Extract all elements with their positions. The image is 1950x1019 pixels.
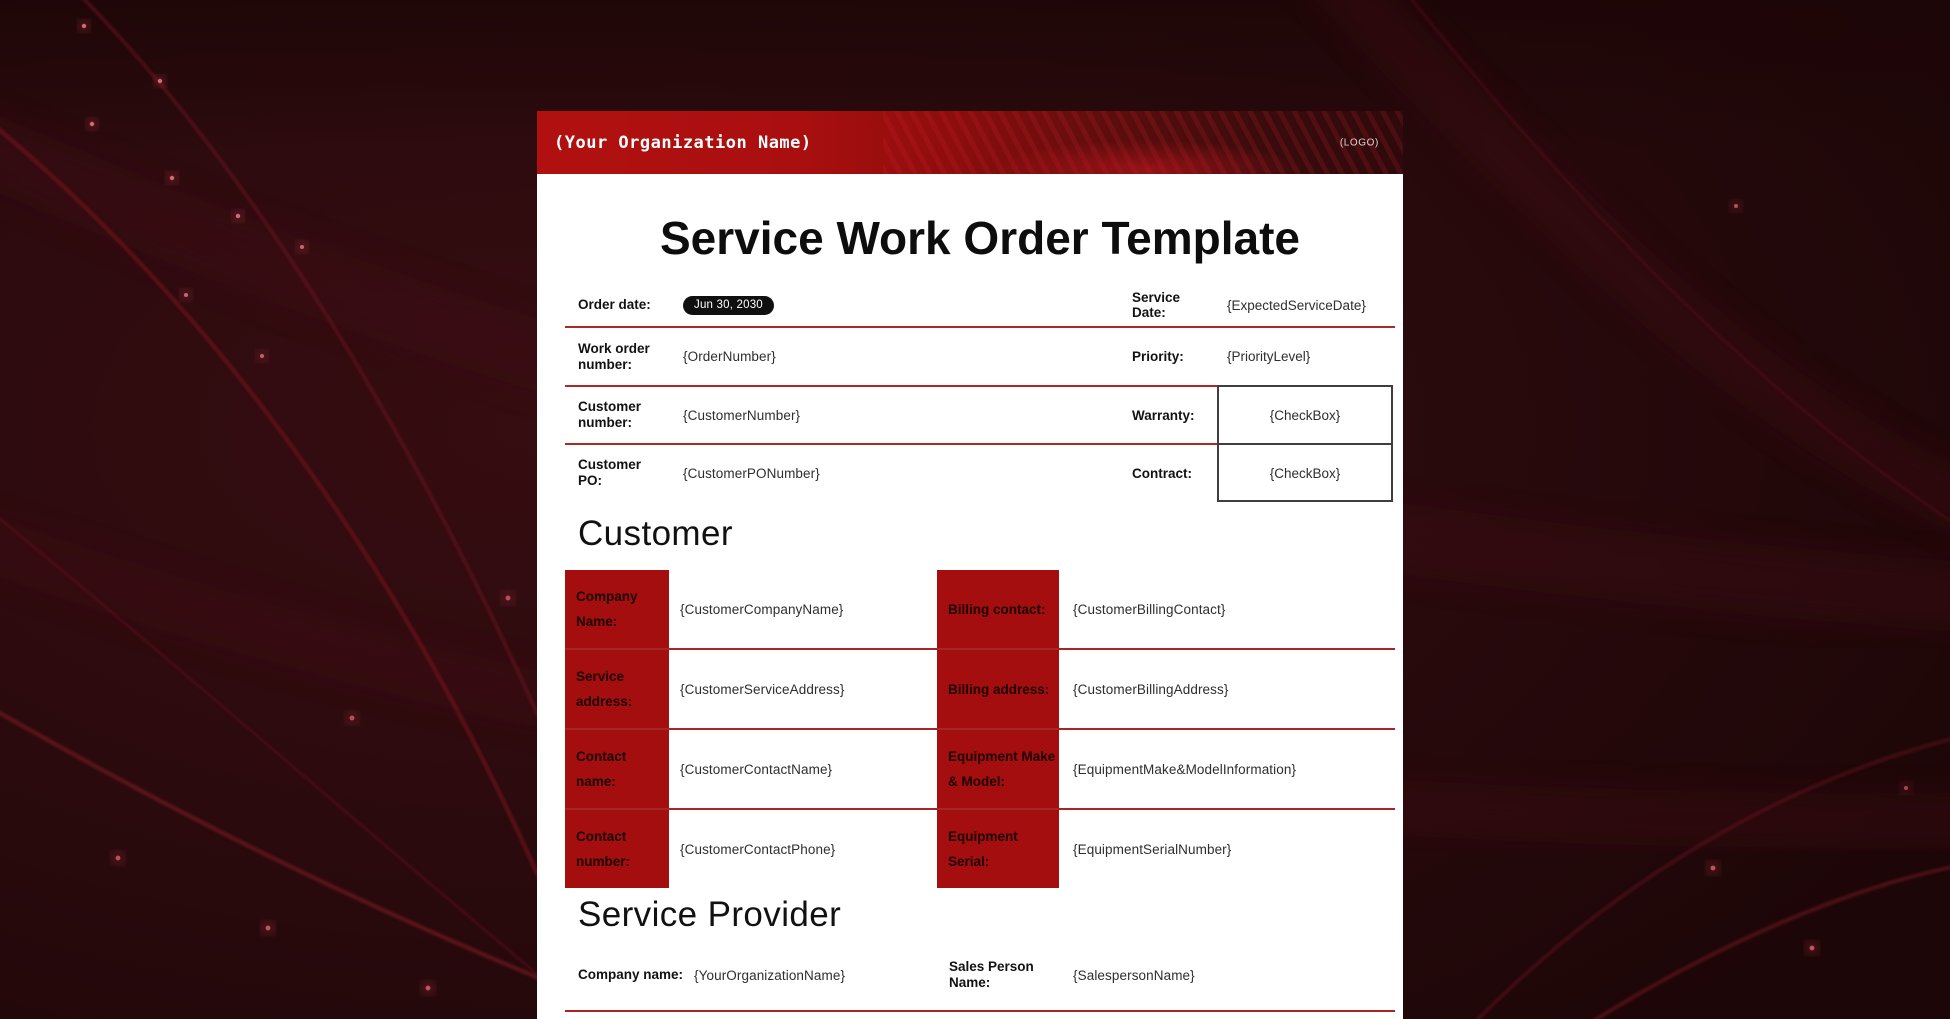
logo-placeholder: (LOGO): [1339, 137, 1379, 148]
order-date-label: Order date:: [578, 297, 651, 312]
priority-label: Priority:: [1132, 349, 1184, 364]
billing-contact-label: Billing contact:: [937, 570, 1059, 648]
sales-person-name-value: {SalespersonName}: [1073, 967, 1195, 983]
order-date-pill[interactable]: Jun 30, 2030: [683, 295, 774, 315]
checkbox-group-box: {CheckBox} {CheckBox}: [1217, 385, 1393, 502]
table-row: Contact name: {CustomerContactName} Equi…: [565, 730, 1395, 810]
customer-po-label: Customer PO:: [578, 457, 642, 488]
service-date-value: {ExpectedServiceDate}: [1227, 297, 1366, 313]
row-separator-line: [565, 326, 1395, 328]
row-separator-line: [565, 385, 1217, 387]
order-info-table: Order date: Jun 30, 2030 Service Date: {…: [565, 283, 1395, 502]
customer-table: Company Name: {CustomerCompanyName} Bill…: [565, 570, 1395, 888]
service-address-value: {CustomerServiceAddress}: [680, 681, 845, 697]
priority-value: {PriorityLevel}: [1227, 349, 1311, 364]
table-row: Service address: {CustomerServiceAddress…: [565, 650, 1395, 730]
page-title: Service Work Order Template: [659, 212, 1300, 264]
header-glow: [987, 140, 1308, 174]
billing-contact-value: {CustomerBillingContact}: [1073, 601, 1226, 617]
equipment-serial-label: Equipment Serial:: [937, 810, 1059, 888]
contract-checkbox[interactable]: {CheckBox}: [1269, 465, 1341, 481]
customer-section-heading: Customer: [578, 514, 733, 553]
table-row: Customer PO: {CustomerPONumber} Contract…: [565, 444, 1395, 502]
customer-number-label: Customer number:: [578, 399, 642, 430]
equipment-serial-value: {EquipmentSerialNumber}: [1073, 841, 1232, 857]
table-row: Order date: Jun 30, 2030 Service Date: {…: [565, 283, 1395, 327]
service-provider-section-heading: Service Provider: [578, 895, 842, 934]
service-date-label: Service Date:: [1132, 290, 1181, 320]
contact-name-value: {CustomerContactName}: [680, 761, 833, 777]
contact-number-value: {CustomerContactPhone}: [680, 841, 836, 857]
customer-number-value: {CustomerNumber}: [683, 407, 801, 423]
organization-name: (Your Organization Name): [554, 132, 812, 153]
warranty-label: Warranty:: [1132, 407, 1195, 423]
document-header-banner: (Your Organization Name) (LOGO): [537, 111, 1403, 174]
customer-po-value: {CustomerPONumber}: [683, 465, 820, 481]
row-separator-line: [565, 443, 1217, 445]
billing-address-value: {CustomerBillingAddress}: [1073, 681, 1229, 697]
provider-company-name-label: Company name:: [578, 967, 684, 982]
table-row: Company Name: {CustomerCompanyName} Bill…: [565, 570, 1395, 650]
work-order-number-value: {OrderNumber}: [683, 349, 776, 364]
contact-name-label: Contact name:: [565, 730, 669, 808]
service-address-label: Service address:: [565, 650, 669, 728]
contract-label: Contract:: [1132, 465, 1192, 481]
company-name-label: Company Name:: [565, 570, 669, 648]
row-separator-line: [565, 1010, 1395, 1012]
provider-row: Company name: {YourOrganizationName} Sal…: [565, 945, 1395, 1005]
work-order-number-label: Work order number:: [578, 340, 650, 372]
provider-company-name-value: {YourOrganizationName}: [694, 967, 846, 983]
table-row: Work order number: {OrderNumber} Priorit…: [565, 327, 1395, 386]
contact-number-label: Contact number:: [565, 810, 669, 888]
table-row: Contact number: {CustomerContactPhone} E…: [565, 810, 1395, 888]
sales-person-name-label: Sales Person Name:: [949, 959, 1034, 990]
equipment-make-model-label: Equipment Make & Model:: [937, 730, 1059, 808]
company-name-value: {CustomerCompanyName}: [680, 601, 844, 617]
order-date-value-cell: Jun 30, 2030: [678, 295, 1132, 315]
work-order-document: (Your Organization Name) (LOGO) Service …: [537, 111, 1403, 1019]
table-row: Customer number: {CustomerNumber} Warran…: [565, 386, 1395, 444]
billing-address-label: Billing address:: [937, 650, 1059, 728]
equipment-make-model-value: {EquipmentMake&ModelInformation}: [1073, 761, 1297, 777]
warranty-checkbox[interactable]: {CheckBox}: [1219, 387, 1391, 445]
